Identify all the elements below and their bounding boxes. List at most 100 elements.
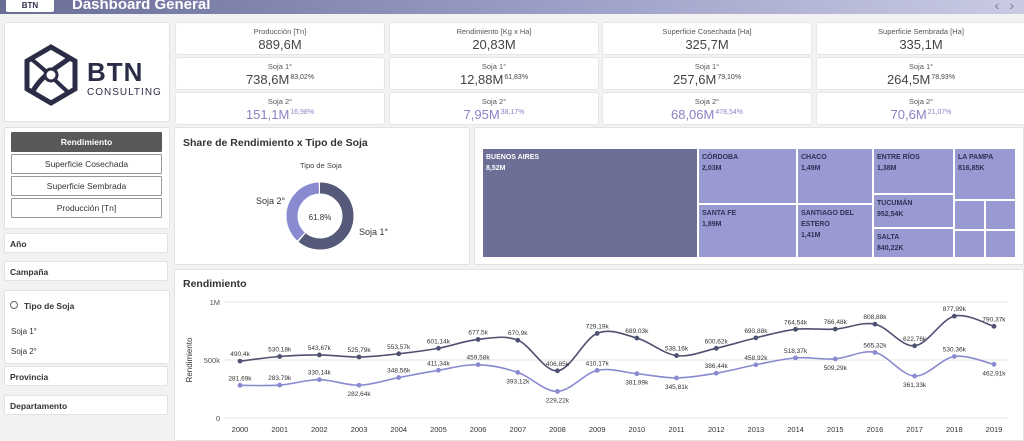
- kpi-value: 738,6M83,02%: [176, 72, 384, 87]
- treemap-cell[interactable]: LA PAMPA 816,85K: [954, 148, 1016, 200]
- data-label: 229,22k: [546, 397, 570, 404]
- donut-slice-soja1[interactable]: [286, 182, 354, 250]
- x-tick-label: 2016: [867, 425, 884, 434]
- data-label: 530,36k: [943, 346, 967, 353]
- data-label: 600,62k: [705, 338, 729, 345]
- treemap-cell-small[interactable]: [954, 200, 985, 230]
- logo-panel: BTN CONSULTING: [4, 22, 170, 122]
- treemap-cell[interactable]: BUENOS AIRES 8,52M: [482, 148, 698, 258]
- data-point: [793, 355, 798, 361]
- treemap-cell[interactable]: SANTIAGO DEL ESTERO 1,41M: [797, 204, 873, 258]
- kpi-value-number: 257,6M: [672, 72, 717, 87]
- data-point: [237, 358, 243, 364]
- treemap-cell-small[interactable]: [985, 230, 1016, 258]
- kpi-value: 151,1M16,98%: [176, 107, 384, 122]
- data-label: 282,64k: [347, 391, 371, 398]
- data-label: 462,91k: [982, 370, 1006, 377]
- treemap-cell[interactable]: CHACO 1,49M: [797, 148, 873, 204]
- x-tick-label: 2012: [708, 425, 725, 434]
- data-point: [872, 321, 878, 327]
- kpi-card: Soja 1° 738,6M83,02%: [175, 57, 385, 90]
- line-chart-title: Rendimiento: [183, 278, 247, 290]
- treemap-cell[interactable]: CÓRDOBA 2,03M: [698, 148, 797, 204]
- x-tick-label: 2008: [549, 425, 566, 434]
- kpi-label: Soja 1°: [908, 62, 934, 71]
- data-point: [436, 345, 441, 351]
- kpi-percent: 478,54%: [715, 108, 743, 116]
- treemap-cell[interactable]: TUCUMÁN 952,54K: [873, 194, 954, 228]
- data-label: 348,56k: [387, 368, 411, 375]
- kpi-card: Superficie Cosechada [Ha] 325,7M: [602, 22, 812, 55]
- data-point: [436, 367, 441, 373]
- filter-campana[interactable]: Campaña: [4, 261, 168, 281]
- x-tick-label: 2005: [430, 425, 447, 434]
- data-label: 283,79k: [268, 375, 292, 382]
- data-point: [237, 382, 243, 388]
- data-label: 410,17k: [586, 360, 610, 367]
- filter-departamento[interactable]: Departamento: [4, 395, 168, 415]
- treemap-cell-name: SANTIAGO DEL ESTERO: [801, 210, 854, 228]
- data-point: [594, 368, 600, 373]
- filter-option-soja1[interactable]: Soja 1°: [11, 327, 37, 336]
- x-tick-label: 2014: [787, 425, 804, 434]
- data-point: [991, 323, 997, 329]
- treemap-cell-name: SANTA FE: [702, 210, 737, 217]
- filter-provincia[interactable]: Provincia: [4, 366, 168, 386]
- mini-logo: BTN: [6, 0, 54, 12]
- treemap-cell[interactable]: SANTA FE 1,89M: [698, 204, 797, 258]
- chevron-left-icon[interactable]: ‹: [994, 0, 1000, 13]
- data-label: 553,57k: [387, 344, 411, 351]
- kpi-card: Soja 2° 68,06M478,54%: [602, 92, 812, 125]
- treemap-cell[interactable]: ENTRE RÍOS 1,38M: [873, 148, 954, 194]
- data-point: [832, 326, 838, 332]
- tipo-soja-filter-header[interactable]: Tipo de Soja: [10, 301, 74, 311]
- data-label: 766,48k: [824, 319, 848, 326]
- data-point: [475, 337, 481, 342]
- produccion-button[interactable]: Producción [Tn]: [11, 198, 162, 218]
- data-label: 361,33k: [903, 382, 927, 389]
- data-point: [872, 350, 878, 355]
- treemap-cell-name: ENTRE RÍOS: [877, 154, 920, 161]
- treemap-cell-small[interactable]: [954, 230, 985, 258]
- superficie-sembrada-button[interactable]: Superficie Sembrada: [11, 176, 162, 196]
- donut-slice-soja2[interactable]: [286, 182, 354, 250]
- x-tick-label: 2010: [628, 425, 645, 434]
- treemap-cell-value: 2,03M: [702, 165, 722, 172]
- kpi-card: Soja 1° 264,5M78,93%: [816, 57, 1024, 90]
- kpi-percent: 83,02%: [290, 73, 315, 81]
- kpi-percent: 78,93%: [931, 73, 956, 81]
- kpi-value-number: 264,5M: [886, 72, 931, 87]
- data-point: [832, 356, 838, 362]
- data-label: 622,76k: [903, 336, 927, 343]
- data-label: 509,29k: [824, 365, 848, 372]
- kpi-value-number: 335,1M: [899, 37, 943, 52]
- data-point: [634, 371, 640, 377]
- kpi-label: Soja 1°: [267, 62, 293, 71]
- treemap-cell-small[interactable]: [985, 200, 1016, 230]
- data-point: [753, 335, 759, 341]
- donut-center-label: 61.8%: [308, 213, 332, 222]
- treemap-cell[interactable]: SALTA 840,22K: [873, 228, 954, 258]
- kpi-value-number: 151,1M: [245, 107, 290, 122]
- chevron-right-icon[interactable]: ›: [1009, 0, 1014, 13]
- data-point: [277, 382, 283, 388]
- filter-anio[interactable]: Año: [4, 233, 168, 253]
- superficie-cosechada-button[interactable]: Superficie Cosechada: [11, 154, 162, 174]
- series-line-1: [239, 351, 995, 393]
- data-point: [555, 368, 560, 374]
- x-tick-label: 2003: [351, 425, 368, 434]
- donut-label-soja2: Soja 2°: [256, 196, 286, 206]
- kpi-label: Superficie Sembrada [Ha]: [878, 27, 964, 36]
- line-chart: Rendimiento 0 500k 1M 2000 2001 2002 2003 2004 20…: [185, 298, 1008, 434]
- data-point: [951, 313, 957, 319]
- data-label: 543,67k: [308, 345, 332, 352]
- treemap-cell-name: TUCUMÁN: [877, 200, 913, 207]
- rendimiento-button[interactable]: Rendimiento: [11, 132, 162, 152]
- data-point: [356, 354, 362, 360]
- x-tick-label: 2013: [748, 425, 765, 434]
- data-label: 790,37k: [982, 316, 1006, 323]
- kpi-label: Rendimiento [Kg x Ha]: [456, 27, 532, 36]
- data-point: [396, 375, 402, 380]
- filter-option-soja2[interactable]: Soja 2°: [11, 347, 37, 356]
- treemap-cell-name: CHACO: [801, 154, 827, 161]
